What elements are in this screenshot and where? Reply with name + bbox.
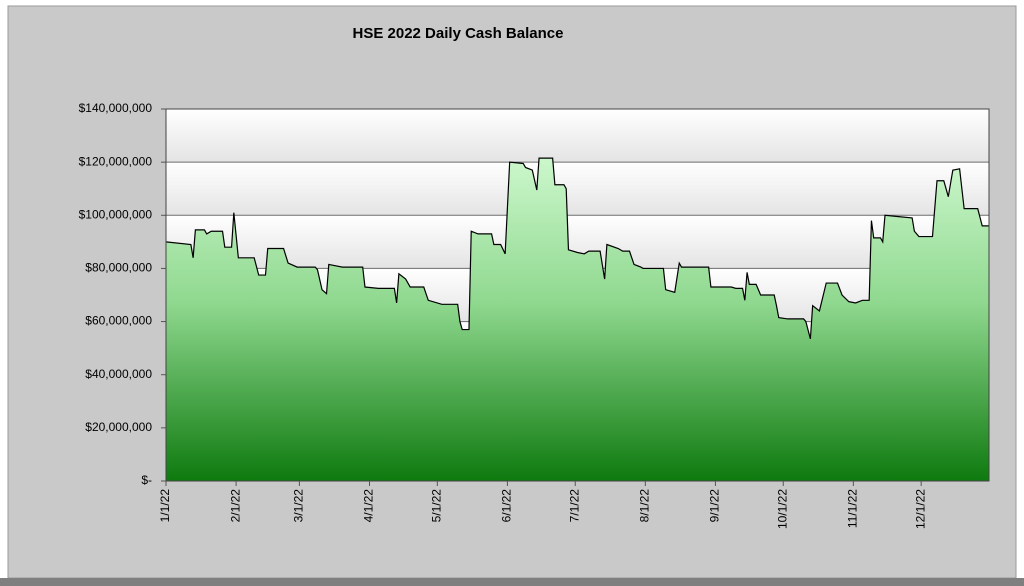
x-tick-label: 4/1/22 <box>362 489 376 523</box>
x-tick-label: 12/1/22 <box>913 489 927 529</box>
bottom-bar <box>0 578 1024 586</box>
x-tick-label: 11/1/22 <box>846 489 860 528</box>
chart-title: HSE 2022 Daily Cash Balance <box>353 25 564 42</box>
y-tick-label: $- <box>141 473 152 487</box>
x-tick-label: 2/1/22 <box>228 489 242 523</box>
y-tick-label: $120,000,000 <box>79 154 153 168</box>
x-tick-label: 10/1/22 <box>775 489 789 529</box>
y-tick-label: $40,000,000 <box>85 367 152 381</box>
x-tick-label: 7/1/22 <box>567 489 581 523</box>
x-tick-label: 3/1/22 <box>292 489 306 523</box>
x-tick-label: 6/1/22 <box>500 489 514 523</box>
y-tick-label: $20,000,000 <box>85 420 152 434</box>
area-fill <box>166 158 989 481</box>
grid-band <box>166 109 989 163</box>
plot-border <box>165 108 990 482</box>
y-tick-label: $140,000,000 <box>79 101 153 115</box>
y-tick-label: $80,000,000 <box>85 261 152 275</box>
y-tick-label: $100,000,000 <box>79 207 153 221</box>
y-tick-label: $60,000,000 <box>85 314 152 328</box>
x-tick-label: 5/1/22 <box>429 489 443 523</box>
x-tick-label: 1/1/22 <box>158 489 172 523</box>
x-tick-label: 9/1/22 <box>708 489 722 523</box>
x-tick-label: 8/1/22 <box>638 489 652 523</box>
grid-band <box>166 162 989 216</box>
area-line <box>165 157 989 339</box>
